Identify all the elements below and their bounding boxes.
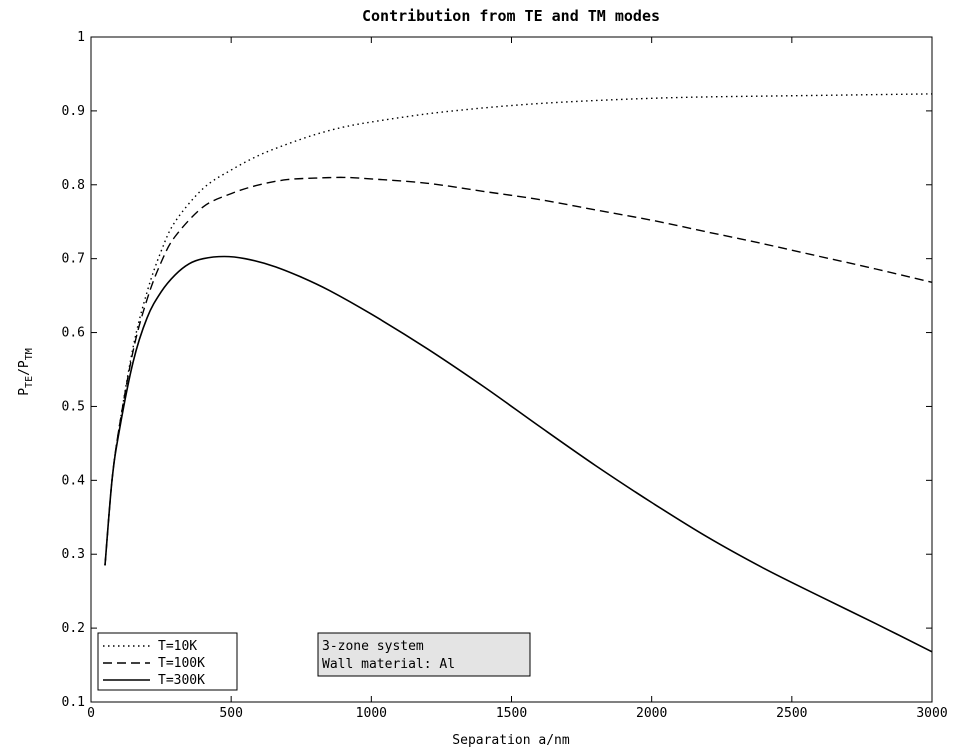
y-axis-label: PTE/PTM xyxy=(17,348,35,396)
y-tick-label: 0.4 xyxy=(62,473,86,488)
y-tick-label: 0.1 xyxy=(62,695,85,710)
y-tick-label: 1 xyxy=(77,30,85,45)
y-axis-label-base2: P xyxy=(17,360,32,368)
y-axis-label-base1: P xyxy=(17,388,32,396)
y-tick-label: 0.9 xyxy=(62,104,85,119)
series-line-t-300k xyxy=(104,255,933,653)
series-line-t-10k xyxy=(104,93,933,566)
annotation-box xyxy=(317,632,531,677)
x-tick-label: 500 xyxy=(219,706,242,721)
y-tick-label: 0.5 xyxy=(62,399,85,414)
y-tick-label: 0.2 xyxy=(62,621,85,636)
y-axis: 0.1 0.2 0.3 0.4 0.5 0.6 0.7 0.8 0.9 1 xyxy=(62,30,932,710)
y-tick-label: 0.3 xyxy=(62,547,85,562)
x-tick-label: 3000 xyxy=(916,706,947,721)
series-lines xyxy=(104,93,933,653)
legend-label: T=100K xyxy=(158,656,205,671)
chart-title: Contribution from TE and TM modes xyxy=(362,7,660,25)
plot-area-border xyxy=(90,36,933,703)
x-tick-label: 1500 xyxy=(496,706,527,721)
legend-label: T=10K xyxy=(158,639,197,654)
x-tick-label: 2500 xyxy=(776,706,807,721)
legend-label: T=300K xyxy=(158,673,205,688)
annotation-line-1: 3-zone system xyxy=(322,639,424,654)
annotation: 3-zone system Wall material: Al xyxy=(317,632,531,677)
y-axis-label-sub1: TE xyxy=(24,376,35,388)
plot-frame xyxy=(90,36,933,703)
x-tick-label: 2000 xyxy=(636,706,667,721)
x-axis-label: Separation a/nm xyxy=(452,733,570,748)
legend: T=10K T=100K T=300K xyxy=(97,632,238,691)
y-tick-label: 0.7 xyxy=(62,252,85,267)
y-tick-label: 0.8 xyxy=(62,178,85,193)
y-tick-label: 0.6 xyxy=(62,326,85,341)
x-axis: 0 500 1000 1500 2000 2500 3000 xyxy=(87,37,948,721)
annotation-line-2: Wall material: Al xyxy=(322,657,455,672)
series-line-t-100k xyxy=(104,176,933,566)
y-axis-label-sub2: TM xyxy=(24,348,35,360)
x-tick-label: 1000 xyxy=(356,706,387,721)
x-tick-label: 0 xyxy=(87,706,95,721)
y-axis-label-sep: / xyxy=(17,368,32,376)
